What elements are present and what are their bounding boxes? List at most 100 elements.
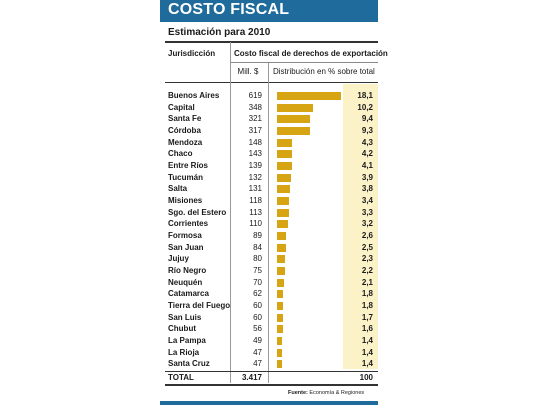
percent-label: 4,1 xyxy=(361,161,373,171)
percent-label: 1,7 xyxy=(361,312,373,322)
percent-label: 2,2 xyxy=(361,266,373,276)
jurisdiction-name: Buenos Aires xyxy=(168,91,220,100)
table-row: La Rioja 47 1,4 xyxy=(165,347,378,358)
jurisdiction-name: Mendoza xyxy=(168,137,203,147)
table-row: La Pampa 49 1,4 xyxy=(165,335,378,346)
percent-label: 3,9 xyxy=(361,172,373,182)
chart-title: COSTO FISCAL xyxy=(168,1,290,18)
percent-column-background xyxy=(343,84,378,369)
distribution-bar xyxy=(277,127,310,135)
percent-label: 4,2 xyxy=(361,149,373,159)
jurisdiction-name: Santa Fe xyxy=(168,114,202,124)
millions-value: 49 xyxy=(253,336,262,346)
percent-label: 10,2 xyxy=(357,102,373,112)
total-label: TOTAL xyxy=(168,373,194,382)
distribution-bar xyxy=(277,290,284,299)
distribution-bar xyxy=(277,185,291,194)
table-row: Capital 348 10,2 xyxy=(165,102,378,113)
chart-subtitle: Estimación para 2010 xyxy=(168,27,271,38)
table-row: Corrientes 110 3,2 xyxy=(165,218,378,229)
percent-label: 1,4 xyxy=(361,336,373,346)
jurisdiction-name: San Juan xyxy=(168,242,204,252)
table-row: Salta 131 3,8 xyxy=(165,183,378,194)
distribution-bar xyxy=(277,255,286,264)
distribution-bar xyxy=(277,243,286,252)
jurisdiction-name: Chaco xyxy=(168,149,193,159)
table-row: Santa Cruz 47 1,4 xyxy=(165,358,378,369)
source-label: Fuente: xyxy=(288,390,308,396)
distribution-bar xyxy=(277,232,287,241)
distribution-bar xyxy=(277,115,311,124)
table-row: Catamarca 62 1,8 xyxy=(165,288,378,299)
percent-label: 9,4 xyxy=(361,114,373,124)
percent-label: 2,3 xyxy=(361,254,373,264)
percent-label: 9,3 xyxy=(361,126,373,135)
table-row: Tucumán 132 3,9 xyxy=(165,172,378,183)
table-row: Chaco 143 4,2 xyxy=(165,148,378,159)
table-row: Córdoba 317 9,3 xyxy=(165,125,378,136)
top-rule xyxy=(165,41,378,43)
title-banner: COSTO FISCAL xyxy=(160,0,378,22)
column-header-millions: Mill. $ xyxy=(237,67,259,76)
millions-value: 62 xyxy=(253,289,262,299)
percent-label: 3,3 xyxy=(361,207,373,217)
jurisdiction-name: Jujuy xyxy=(168,254,189,264)
distribution-bar xyxy=(277,173,291,182)
jurisdiction-name: Misiones xyxy=(168,196,203,206)
distribution-bar xyxy=(277,313,283,322)
millions-value: 118 xyxy=(249,196,262,206)
millions-value: 110 xyxy=(249,219,262,229)
jurisdiction-name: La Rioja xyxy=(168,347,200,357)
header-separator xyxy=(230,62,378,63)
table-row: San Juan 84 2,5 xyxy=(165,242,378,253)
distribution-bar xyxy=(277,162,292,171)
table-row: Santa Fe 321 9,4 xyxy=(165,113,378,124)
distribution-bar xyxy=(277,150,292,159)
total-row: TOTAL 3.417 100 xyxy=(165,371,378,386)
table-row: Río Negro 75 2,2 xyxy=(165,265,378,276)
distribution-bar xyxy=(277,278,285,287)
distribution-bar xyxy=(277,325,283,334)
distribution-bar xyxy=(277,197,289,206)
total-percent: 100 xyxy=(359,373,373,382)
distribution-bar xyxy=(277,103,314,112)
percent-label: 1,8 xyxy=(361,301,373,311)
percent-label: 2,5 xyxy=(361,242,373,252)
millions-value: 47 xyxy=(253,347,262,357)
jurisdiction-name: Catamarca xyxy=(168,289,209,299)
percent-label: 1,6 xyxy=(361,324,373,334)
distribution-bar xyxy=(277,92,341,100)
jurisdiction-name: San Luis xyxy=(168,312,202,322)
table-row: Buenos Aires 619 18,1 xyxy=(165,90,378,101)
jurisdiction-name: Córdoba xyxy=(168,126,201,135)
jurisdiction-name: Sgo. del Estero xyxy=(168,207,227,217)
distribution-bar xyxy=(277,302,284,311)
table-row: Mendoza 148 4,3 xyxy=(165,137,378,148)
table-row: Entre Ríos 139 4,1 xyxy=(165,160,378,171)
distribution-bar xyxy=(277,267,285,276)
millions-value: 89 xyxy=(253,231,262,241)
source-note: Fuente: Economía & Regiones xyxy=(288,390,364,396)
millions-value: 619 xyxy=(248,91,262,100)
column-divider xyxy=(268,63,269,383)
millions-value: 139 xyxy=(248,161,262,171)
jurisdiction-name: Neuquén xyxy=(168,277,203,287)
millions-value: 80 xyxy=(253,254,262,264)
jurisdiction-name: Formosa xyxy=(168,231,202,241)
millions-value: 143 xyxy=(248,149,262,159)
millions-value: 321 xyxy=(248,114,262,124)
percent-label: 3,8 xyxy=(361,184,373,194)
percent-label: 1,4 xyxy=(361,347,373,357)
distribution-bar xyxy=(277,208,289,217)
millions-value: 70 xyxy=(253,277,262,287)
millions-value: 60 xyxy=(253,301,262,311)
jurisdiction-name: Capital xyxy=(168,102,195,112)
millions-value: 131 xyxy=(248,184,262,194)
column-header-jurisdiction: Jurisdicción xyxy=(168,49,216,58)
table-row: Chubut 56 1,6 xyxy=(165,323,378,334)
column-header-cost: Costo fiscal de derechos de exportación xyxy=(234,49,388,58)
table-row: Sgo. del Estero 113 3,3 xyxy=(165,207,378,218)
jurisdiction-name: Salta xyxy=(168,184,188,194)
distribution-bar xyxy=(277,220,289,229)
millions-value: 113 xyxy=(249,207,262,217)
